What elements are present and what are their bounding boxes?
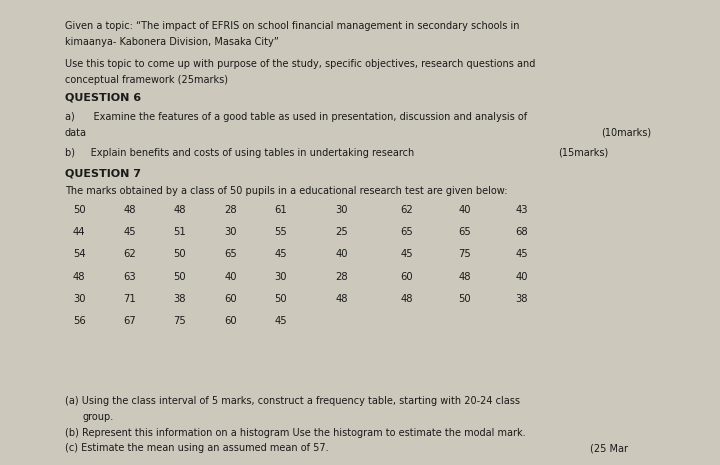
Text: 43: 43	[516, 205, 528, 215]
Text: 67: 67	[123, 316, 136, 326]
Text: Use this topic to come up with purpose of the study, specific objectives, resear: Use this topic to come up with purpose o…	[65, 59, 535, 69]
Text: 48: 48	[458, 272, 471, 282]
Text: 30: 30	[336, 205, 348, 215]
Text: 48: 48	[123, 205, 136, 215]
Text: 45: 45	[400, 249, 413, 259]
Text: 60: 60	[224, 294, 237, 304]
Text: 30: 30	[274, 272, 287, 282]
Text: 50: 50	[174, 272, 186, 282]
Text: 51: 51	[174, 227, 186, 237]
Text: 48: 48	[400, 294, 413, 304]
Text: 45: 45	[274, 249, 287, 259]
Text: 62: 62	[123, 249, 136, 259]
Text: 48: 48	[336, 294, 348, 304]
Text: 48: 48	[73, 272, 86, 282]
Text: 68: 68	[516, 227, 528, 237]
Text: 38: 38	[174, 294, 186, 304]
Text: 60: 60	[400, 272, 413, 282]
Text: data: data	[65, 128, 87, 138]
Text: 63: 63	[123, 272, 136, 282]
Text: 65: 65	[400, 227, 413, 237]
Text: QUESTION 6: QUESTION 6	[65, 93, 141, 103]
Text: QUESTION 7: QUESTION 7	[65, 168, 141, 179]
Text: 40: 40	[516, 272, 528, 282]
Text: 56: 56	[73, 316, 86, 326]
Text: 54: 54	[73, 249, 86, 259]
Text: 65: 65	[458, 227, 471, 237]
Text: (25 Mar: (25 Mar	[590, 443, 629, 453]
Text: kimaanya- Kabonera Division, Masaka City”: kimaanya- Kabonera Division, Masaka City…	[65, 37, 279, 47]
Text: 71: 71	[123, 294, 136, 304]
Text: 30: 30	[224, 227, 237, 237]
Text: 50: 50	[174, 249, 186, 259]
Text: 65: 65	[224, 249, 237, 259]
Text: 48: 48	[174, 205, 186, 215]
Text: Given a topic: “The impact of EFRIS on school financial management in secondary : Given a topic: “The impact of EFRIS on s…	[65, 21, 519, 31]
Text: 50: 50	[274, 294, 287, 304]
Text: conceptual framework (25marks): conceptual framework (25marks)	[65, 75, 228, 85]
Text: 50: 50	[73, 205, 86, 215]
Text: group.: group.	[83, 412, 114, 423]
Text: a)      Examine the features of a good table as used in presentation, discussion: a) Examine the features of a good table …	[65, 112, 527, 122]
Text: 28: 28	[336, 272, 348, 282]
Text: (10marks): (10marks)	[601, 128, 652, 138]
Text: 75: 75	[458, 249, 471, 259]
Text: 60: 60	[224, 316, 237, 326]
Text: 55: 55	[274, 227, 287, 237]
Text: (c) Estimate the mean using an assumed mean of 57.: (c) Estimate the mean using an assumed m…	[65, 443, 328, 453]
Text: The marks obtained by a class of 50 pupils in a educational research test are gi: The marks obtained by a class of 50 pupi…	[65, 186, 508, 196]
Text: b)     Explain benefits and costs of using tables in undertaking research: b) Explain benefits and costs of using t…	[65, 148, 414, 158]
Text: 44: 44	[73, 227, 86, 237]
Text: (15marks): (15marks)	[558, 148, 608, 158]
Text: 45: 45	[274, 316, 287, 326]
Text: 45: 45	[123, 227, 136, 237]
Text: 40: 40	[458, 205, 471, 215]
Text: 75: 75	[174, 316, 186, 326]
Text: 61: 61	[274, 205, 287, 215]
Text: 62: 62	[400, 205, 413, 215]
Text: 25: 25	[336, 227, 348, 237]
Text: 40: 40	[224, 272, 237, 282]
Text: (b) Represent this information on a histogram Use the histogram to estimate the : (b) Represent this information on a hist…	[65, 428, 526, 438]
Text: 50: 50	[458, 294, 471, 304]
Text: 38: 38	[516, 294, 528, 304]
Text: (a) Using the class interval of 5 marks, construct a frequency table, starting w: (a) Using the class interval of 5 marks,…	[65, 396, 520, 406]
Text: 30: 30	[73, 294, 86, 304]
Text: 28: 28	[224, 205, 237, 215]
Text: 45: 45	[516, 249, 528, 259]
Text: 40: 40	[336, 249, 348, 259]
